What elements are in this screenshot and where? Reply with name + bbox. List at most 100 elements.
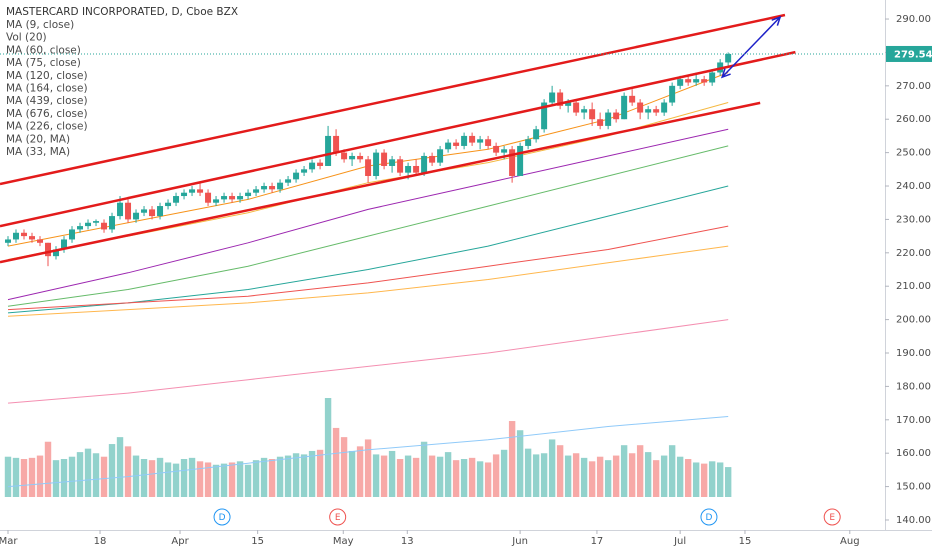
volume-bar: [500, 449, 508, 497]
candle-body: [205, 192, 212, 203]
y-tick-label: 290.00: [896, 14, 931, 25]
candle-body: [469, 135, 476, 143]
candle-body: [709, 72, 716, 83]
volume-bar: [708, 461, 716, 497]
candle-body: [461, 135, 468, 146]
ma-line: [7, 416, 729, 488]
volume-bar: [324, 398, 332, 497]
volume-bar: [516, 430, 524, 497]
candle-body: [653, 109, 660, 113]
volume-bar: [140, 459, 148, 497]
y-tick-label: 140.00: [896, 515, 931, 526]
candle-body: [613, 112, 620, 120]
candle-body: [509, 149, 516, 176]
candle-body: [629, 95, 636, 103]
y-tick-label: 270.00: [896, 81, 931, 92]
volume-bar: [508, 421, 516, 497]
event-marker: [213, 508, 231, 526]
volume-bar: [404, 455, 412, 497]
candle-body: [669, 85, 676, 103]
volume-bar: [244, 464, 252, 497]
y-tick-label: 160.00: [896, 448, 931, 459]
volume-bar: [636, 445, 644, 497]
candle-body: [101, 222, 108, 230]
x-tick-label: Mar: [0, 536, 18, 547]
candle-body: [549, 92, 556, 103]
candle-body: [445, 142, 452, 150]
legend-item: MA (9, close): [6, 19, 74, 31]
volume-bar: [60, 459, 68, 497]
x-tick-label: 18: [94, 536, 107, 547]
candle-body: [725, 53, 732, 63]
volume-bar: [364, 439, 372, 497]
volume-bar: [116, 437, 124, 497]
candle-body: [477, 139, 484, 143]
arrow-head: [720, 15, 782, 79]
candle-body: [117, 202, 124, 217]
volume-bar: [388, 450, 396, 497]
volume-bar: [196, 461, 204, 497]
y-tick-label: 250.00: [896, 148, 931, 159]
y-tick-label: 260.00: [896, 114, 931, 125]
candle-body: [701, 79, 708, 83]
legend-item: MA (226, close): [6, 121, 88, 133]
volume-bar: [548, 439, 556, 497]
volume-bar: [260, 457, 268, 497]
volume-bar: [28, 457, 36, 497]
x-tick-label: Jul: [673, 536, 686, 547]
volume-bar: [44, 441, 52, 497]
volume-bar: [540, 453, 548, 497]
candle-body: [189, 189, 196, 193]
volume-bar: [292, 453, 300, 497]
last-price-label: 279.54: [894, 49, 932, 60]
candle-body: [637, 102, 644, 113]
volume-bar: [604, 460, 612, 497]
event-marker: [329, 508, 347, 526]
volume-bar: [76, 452, 84, 497]
candle-body: [573, 102, 580, 113]
candle-body: [237, 196, 244, 200]
volume-bar: [68, 456, 76, 497]
candle-body: [93, 221, 100, 223]
candle-body: [373, 152, 380, 176]
candle-body: [557, 92, 564, 106]
volume-bar: [52, 460, 60, 497]
volume-bar: [684, 459, 692, 497]
volume-bar: [180, 459, 188, 497]
volume-bar: [628, 453, 636, 497]
volume-bar: [308, 450, 316, 497]
volume-bar: [724, 467, 732, 497]
candle-body: [261, 186, 268, 190]
volume-bar: [108, 444, 116, 497]
volume-bar: [236, 461, 244, 497]
x-tick-label: 17: [591, 536, 604, 547]
volume-bar: [124, 446, 132, 497]
x-tick-label: 15: [251, 536, 264, 547]
arrow-line: [721, 16, 781, 78]
volume-bar: [460, 459, 468, 497]
candle-body: [141, 209, 148, 213]
volume-bar: [532, 454, 540, 497]
candle-body: [405, 165, 412, 173]
candle-body: [293, 172, 300, 180]
candle-body: [85, 222, 92, 227]
candle-body: [165, 202, 172, 207]
x-tick-label: May: [333, 536, 354, 547]
candle-body: [221, 196, 228, 200]
volume-bar: [676, 456, 684, 497]
candle-body: [245, 192, 252, 197]
candle-body: [365, 159, 372, 176]
volume-bar: [188, 457, 196, 497]
volume-bar: [412, 457, 420, 497]
candle-body: [213, 199, 220, 203]
volume-bar: [444, 452, 452, 497]
legend-item: MA (60, close): [6, 44, 81, 56]
candle-body: [541, 102, 548, 130]
chart-title: MASTERCARD INCORPORATED, D, Cboe BZX: [6, 6, 238, 18]
candle-body: [285, 179, 292, 183]
candle-body: [517, 145, 524, 176]
candle-body: [525, 139, 532, 146]
volume-bar: [348, 450, 356, 497]
